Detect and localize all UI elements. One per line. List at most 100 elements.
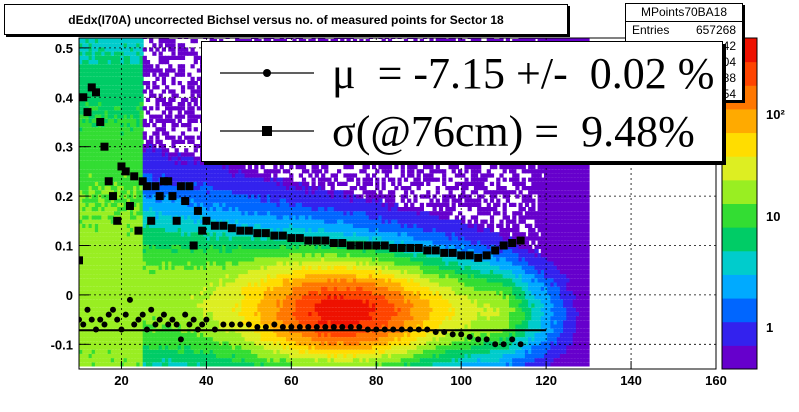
heat-cell (149, 114, 154, 119)
heat-cell (190, 311, 195, 317)
heat-cell (114, 240, 119, 245)
heat-cell (114, 131, 119, 136)
heat-cell (149, 165, 154, 170)
heat-cell (311, 165, 316, 170)
heat-cell (104, 76, 109, 81)
heat-cell (282, 269, 287, 275)
heat-cell (311, 160, 316, 165)
heat-cell (94, 299, 100, 304)
heat-cell (228, 295, 233, 300)
heat-cell (206, 160, 211, 165)
heat-cell (126, 307, 131, 312)
heat-cell (123, 324, 128, 329)
heat-cell (241, 341, 246, 346)
heat-cell (231, 278, 237, 283)
heat-cell (184, 290, 189, 296)
heat-cell (136, 173, 141, 178)
heat-cell (130, 127, 135, 132)
heat-cell (174, 139, 179, 144)
heat-cell (149, 135, 154, 140)
heat-cell (168, 337, 173, 342)
heat-cell (82, 219, 87, 224)
heat-cell (244, 190, 249, 195)
heat-cell (295, 307, 300, 312)
heat-cell (206, 274, 211, 279)
heat-cell (91, 160, 96, 165)
heat-cell (203, 190, 208, 195)
heat-cell (161, 278, 166, 283)
heat-cell (98, 194, 103, 199)
heat-cell (292, 324, 297, 329)
heat-cell (279, 341, 284, 346)
heat-cell (219, 261, 224, 266)
heat-cell (270, 181, 275, 186)
heat-cell (117, 261, 122, 266)
heat-cell (117, 118, 122, 123)
heat-cell (94, 215, 100, 220)
heat-cell (212, 219, 217, 224)
heat-cell (298, 257, 303, 262)
heat-cell (257, 253, 262, 258)
heat-cell (82, 202, 87, 207)
heat-cell (276, 177, 281, 182)
heat-cell (292, 261, 297, 266)
heat-cell (85, 198, 90, 203)
heat-cell (276, 345, 281, 350)
heat-cell (209, 194, 214, 199)
heat-cell (161, 244, 166, 249)
heat-cell (161, 316, 166, 321)
heat-cell (152, 286, 157, 291)
heat-cell (279, 211, 284, 216)
heat-cell (190, 202, 195, 207)
heat-cell (165, 211, 170, 216)
heat-cell (273, 316, 278, 321)
heat-cell (110, 76, 115, 81)
heat-cell (187, 169, 192, 174)
heat-cell (139, 64, 144, 69)
heat-cell (117, 198, 122, 203)
heat-cell (130, 244, 135, 249)
heat-cell (270, 278, 275, 283)
heat-cell (149, 244, 154, 249)
heat-cell (228, 311, 233, 317)
heat-cell (91, 127, 96, 132)
heat-cell (263, 173, 268, 178)
heat-cell (301, 282, 307, 287)
heat-cell (136, 299, 141, 304)
heat-cell (94, 131, 100, 136)
heat-cell (247, 186, 252, 191)
heat-cell (142, 131, 147, 136)
heat-cell (91, 198, 96, 203)
heat-cell (142, 261, 147, 266)
heat-cell (270, 186, 275, 191)
heat-cell (133, 148, 138, 153)
heat-cell (196, 165, 201, 170)
heat-cell (126, 47, 131, 52)
heat-cell (126, 51, 131, 56)
heat-cell (180, 274, 186, 279)
heat-cell (114, 110, 119, 115)
heat-cell (295, 207, 300, 212)
heat-cell (247, 353, 252, 359)
heat-cell (94, 127, 100, 132)
heat-cell (168, 358, 173, 363)
heat-cell (292, 269, 297, 275)
heat-cell (228, 265, 233, 270)
heat-cell (231, 160, 237, 165)
heat-cell (292, 265, 297, 270)
heat-cell (82, 173, 87, 178)
heat-cell (311, 244, 316, 249)
heat-cell (145, 207, 151, 212)
heat-cell (130, 51, 135, 56)
heat-cell (110, 244, 115, 249)
heat-cell (231, 303, 237, 308)
heat-cell (314, 311, 319, 317)
heat-cell (114, 68, 119, 73)
heat-cell (286, 257, 291, 262)
heat-cell (276, 320, 281, 325)
heat-cell (298, 240, 303, 245)
heat-cell (120, 282, 125, 287)
heat-cell (177, 68, 182, 73)
heat-cell (158, 311, 163, 317)
heat-cell (126, 123, 131, 128)
